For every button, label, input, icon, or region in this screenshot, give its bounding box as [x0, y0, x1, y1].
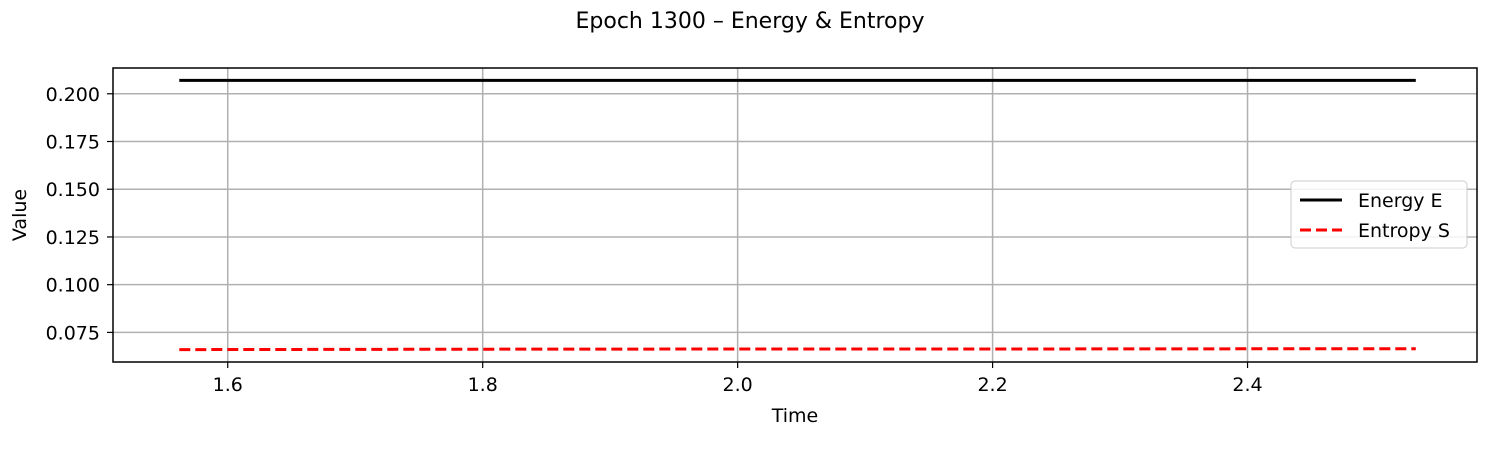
x-tick-label: 1.6	[213, 374, 243, 396]
y-tick-label: 0.150	[46, 179, 100, 201]
y-tick-label: 0.075	[46, 322, 100, 344]
y-axis-label: Value	[9, 189, 31, 241]
y-tick-label: 0.175	[46, 132, 100, 154]
legend-label: Entropy S	[1358, 220, 1450, 242]
x-tick-label: 2.4	[1232, 374, 1262, 396]
plot-frame	[112, 67, 1478, 363]
y-tick-label: 0.200	[46, 84, 100, 106]
y-tick-label: 0.125	[46, 227, 100, 249]
legend-label: Energy E	[1358, 190, 1443, 212]
grid	[113, 68, 1477, 362]
x-tick-label: 2.0	[723, 374, 753, 396]
plot-lines	[179, 78, 1416, 352]
series-line-entropy-s	[179, 347, 1416, 352]
chart-title: Epoch 1300 – Energy & Entropy	[576, 9, 925, 34]
x-axis-ticks: 1.6 1.8 2.0 2.2 2.4	[213, 362, 1263, 396]
x-tick-label: 1.8	[468, 374, 498, 396]
x-tick-label: 2.2	[977, 374, 1007, 396]
legend: Energy E Entropy S	[1290, 180, 1468, 249]
y-axis-ticks: 0.075 0.100 0.125 0.150 0.175 0.200	[46, 84, 113, 344]
x-axis-label: Time	[771, 405, 819, 427]
y-tick-label: 0.100	[46, 275, 100, 297]
